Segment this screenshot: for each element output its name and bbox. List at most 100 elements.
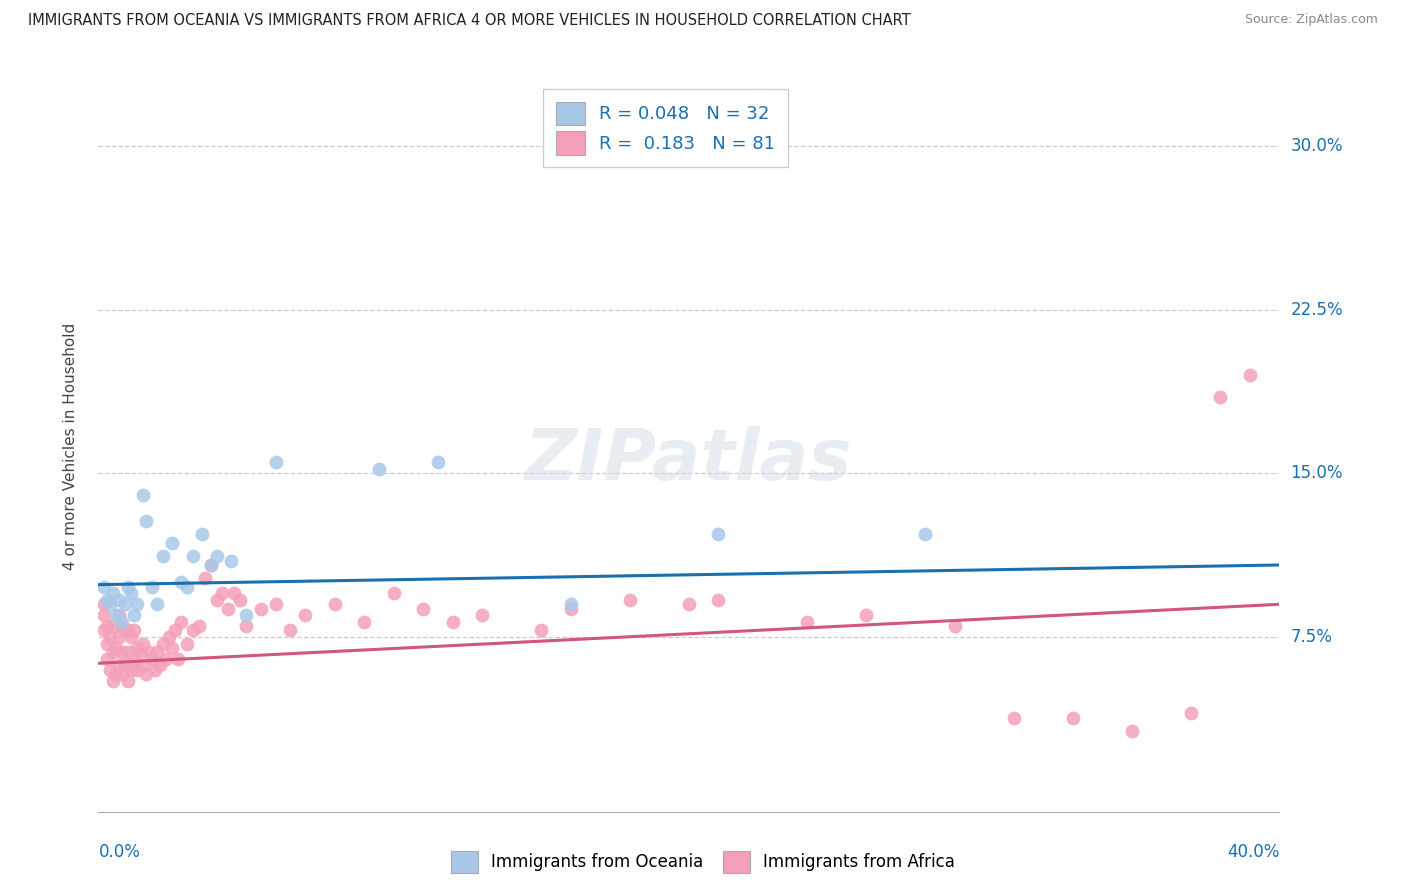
Point	[96, 652, 118, 666]
Point	[368, 462, 391, 476]
Point	[194, 571, 217, 585]
Point	[103, 619, 125, 633]
Point	[117, 645, 139, 659]
Point	[132, 658, 155, 673]
Point	[152, 549, 174, 564]
Point	[187, 619, 209, 633]
Point	[125, 597, 148, 611]
Point	[155, 652, 177, 666]
Point	[132, 637, 155, 651]
Text: 22.5%: 22.5%	[1291, 301, 1343, 318]
Point	[205, 593, 228, 607]
Legend: Immigrants from Oceania, Immigrants from Africa: Immigrants from Oceania, Immigrants from…	[444, 845, 962, 880]
Point	[1062, 711, 1084, 725]
Point	[132, 488, 155, 502]
Point	[120, 586, 142, 600]
Point	[128, 645, 150, 659]
Point	[229, 593, 252, 607]
Point	[146, 645, 169, 659]
Point	[181, 624, 204, 638]
Point	[1002, 711, 1025, 725]
Point	[176, 637, 198, 651]
Point	[120, 630, 142, 644]
Point	[1180, 706, 1202, 721]
Point	[125, 663, 148, 677]
Point	[108, 608, 131, 623]
Point	[135, 667, 157, 681]
Text: 40.0%: 40.0%	[1227, 843, 1279, 861]
Point	[170, 575, 193, 590]
Text: 15.0%: 15.0%	[1291, 465, 1343, 483]
Point	[678, 597, 700, 611]
Point	[117, 580, 139, 594]
Point	[96, 593, 118, 607]
Point	[93, 597, 115, 611]
Point	[114, 597, 136, 611]
Point	[382, 586, 405, 600]
Point	[162, 536, 183, 550]
Point	[141, 652, 163, 666]
Point	[98, 597, 121, 611]
Point	[114, 624, 136, 638]
Point	[108, 630, 131, 644]
Point	[1209, 390, 1232, 404]
Point	[93, 580, 115, 594]
Point	[98, 663, 121, 677]
Point	[103, 645, 125, 659]
Point	[157, 630, 180, 644]
Point	[105, 667, 128, 681]
Point	[105, 640, 128, 655]
Legend: R = 0.048   N = 32, R =  0.183   N = 81: R = 0.048 N = 32, R = 0.183 N = 81	[543, 89, 787, 168]
Point	[111, 615, 134, 629]
Point	[105, 608, 128, 623]
Point	[205, 549, 228, 564]
Point	[219, 554, 242, 568]
Point	[108, 658, 131, 673]
Point	[796, 615, 818, 629]
Point	[103, 673, 125, 688]
Point	[707, 527, 730, 541]
Point	[235, 619, 257, 633]
Point	[200, 558, 222, 572]
Point	[117, 624, 139, 638]
Point	[530, 624, 553, 638]
Point	[143, 663, 166, 677]
Point	[250, 601, 273, 615]
Point	[122, 652, 145, 666]
Point	[1121, 723, 1143, 738]
Point	[1239, 368, 1261, 382]
Point	[96, 637, 118, 651]
Point	[278, 624, 302, 638]
Point	[122, 608, 145, 623]
Point	[152, 637, 174, 651]
Point	[353, 615, 375, 629]
Point	[162, 640, 183, 655]
Point	[111, 619, 134, 633]
Point	[111, 645, 134, 659]
Point	[114, 658, 136, 673]
Point	[943, 619, 966, 633]
Point	[441, 615, 464, 629]
Y-axis label: 4 or more Vehicles in Household: 4 or more Vehicles in Household	[63, 322, 77, 570]
Point	[165, 624, 187, 638]
Point	[855, 608, 877, 623]
Point	[412, 601, 434, 615]
Point	[141, 580, 163, 594]
Text: 30.0%: 30.0%	[1291, 136, 1343, 155]
Point	[211, 586, 233, 600]
Point	[323, 597, 346, 611]
Point	[135, 514, 157, 528]
Point	[191, 527, 214, 541]
Text: 7.5%: 7.5%	[1291, 628, 1333, 646]
Point	[200, 558, 222, 572]
Point	[125, 640, 148, 655]
Point	[176, 580, 198, 594]
Point	[93, 608, 115, 623]
Point	[471, 608, 494, 623]
Point	[93, 624, 115, 638]
Point	[560, 601, 582, 615]
Text: Source: ZipAtlas.com: Source: ZipAtlas.com	[1244, 13, 1378, 27]
Point	[138, 645, 160, 659]
Text: ZIPatlas: ZIPatlas	[526, 426, 852, 495]
Point	[117, 673, 139, 688]
